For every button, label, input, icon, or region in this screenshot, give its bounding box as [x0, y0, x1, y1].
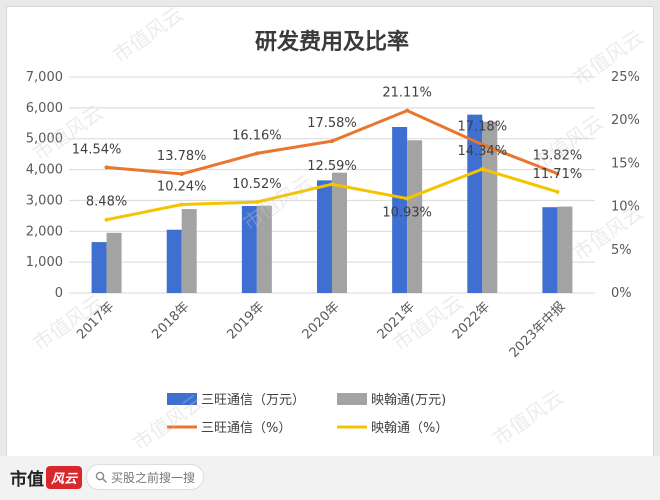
data-label-2: 10.24%	[157, 180, 207, 195]
legend-swatch	[337, 393, 367, 405]
brand-name: 市值	[10, 469, 44, 490]
data-label-1: 17.58%	[307, 116, 357, 131]
chart-card: 研发费用及比率 0 1,000 2,000 3,000 4,000 5,000 6,000 7,…	[6, 2, 654, 458]
line-point-2	[405, 196, 410, 201]
legend-label: 映翰通（%）	[371, 421, 448, 436]
bar-2	[332, 172, 347, 293]
legend-label: 映翰通(万元)	[371, 393, 446, 408]
y-right-tick-label: 10%	[611, 200, 640, 215]
y-left-tick-label: 3,000	[26, 193, 63, 208]
data-label-1: 14.54%	[72, 142, 122, 157]
y-right-tick-label: 20%	[611, 113, 640, 128]
bar-1	[317, 180, 332, 293]
y-left-tick-label: 0	[55, 286, 63, 301]
line-point-2	[254, 200, 259, 205]
data-label-1: 21.11%	[382, 86, 432, 101]
x-tick-label: 2022年	[450, 299, 493, 342]
search-input[interactable]: 买股之前搜一搜	[86, 464, 204, 490]
bar-2	[256, 205, 272, 293]
data-label-2: 10.52%	[232, 177, 282, 192]
x-tick-label: 2019年	[224, 299, 267, 342]
x-tick-label: 2018年	[149, 299, 192, 342]
bar-2	[407, 140, 423, 293]
bar-1	[392, 126, 408, 293]
data-label-1: 13.82%	[533, 149, 583, 164]
line-point-1	[330, 139, 334, 144]
data-label-2: 12.59%	[307, 159, 357, 174]
data-label-2: 11.71%	[533, 167, 583, 182]
line-point-2	[480, 167, 485, 172]
line-point-1	[555, 171, 560, 176]
y-left-tick-label: 5,000	[26, 132, 63, 147]
y-right-tick-label: 5%	[611, 243, 632, 258]
bar-1	[467, 114, 483, 293]
bar-2	[482, 121, 498, 293]
legend-label: 三旺通信（%）	[201, 421, 291, 436]
y-right-tick-label: 15%	[611, 156, 640, 171]
legend-swatch	[167, 393, 197, 405]
y-right-tick-label: 0%	[611, 286, 632, 301]
line-point-2	[555, 189, 560, 194]
bar-1	[241, 205, 257, 293]
bar-1	[166, 229, 182, 293]
data-label-1: 13.78%	[157, 149, 207, 164]
bar-1	[91, 242, 107, 293]
bottom-bar: 市值 风云 买股之前搜一搜	[0, 456, 660, 500]
chart-title: 研发费用及比率	[255, 29, 409, 55]
bar-1	[542, 207, 558, 293]
brand-logo[interactable]: 市值 风云	[10, 464, 83, 490]
line-point-2	[330, 182, 334, 187]
data-label-2: 8.48%	[86, 195, 127, 210]
line-point-1	[405, 108, 410, 113]
y-right-tick-label: 25%	[611, 70, 640, 85]
line-point-1	[179, 171, 184, 176]
bar-2	[106, 232, 122, 293]
x-tick-label: 2020年	[300, 299, 343, 342]
line-point-2	[104, 217, 109, 222]
search-icon	[95, 468, 107, 487]
y-left-tick-label: 6,000	[26, 101, 63, 116]
x-tick-label: 2023年中报	[507, 299, 569, 361]
y-left-tick-label: 4,000	[26, 163, 63, 178]
x-tick-label: 2017年	[74, 299, 117, 342]
data-label-2: 10.93%	[382, 206, 432, 221]
y-left-tick-label: 1,000	[26, 255, 63, 270]
x-tick-label: 2021年	[375, 299, 418, 342]
data-label-1: 16.16%	[232, 128, 282, 143]
chart-svg: 研发费用及比率 0 1,000 2,000 3,000 4,000 5,000 6,000 7,…	[26, 29, 640, 436]
line-point-1	[104, 165, 109, 170]
search-placeholder: 买股之前搜一搜	[111, 470, 196, 485]
brand-mark: 风云	[46, 465, 83, 489]
y-left-tick-label: 7,000	[26, 70, 63, 85]
y-left-tick-label: 2,000	[26, 224, 63, 239]
legend-label: 三旺通信（万元）	[201, 393, 305, 408]
line-point-2	[179, 202, 184, 207]
data-label-1: 17.18%	[457, 120, 507, 135]
bar-2	[557, 206, 573, 293]
line-point-1	[254, 151, 259, 156]
data-label-2: 14.34%	[457, 144, 507, 159]
bar-2	[181, 209, 197, 293]
line-point-1	[480, 142, 485, 147]
